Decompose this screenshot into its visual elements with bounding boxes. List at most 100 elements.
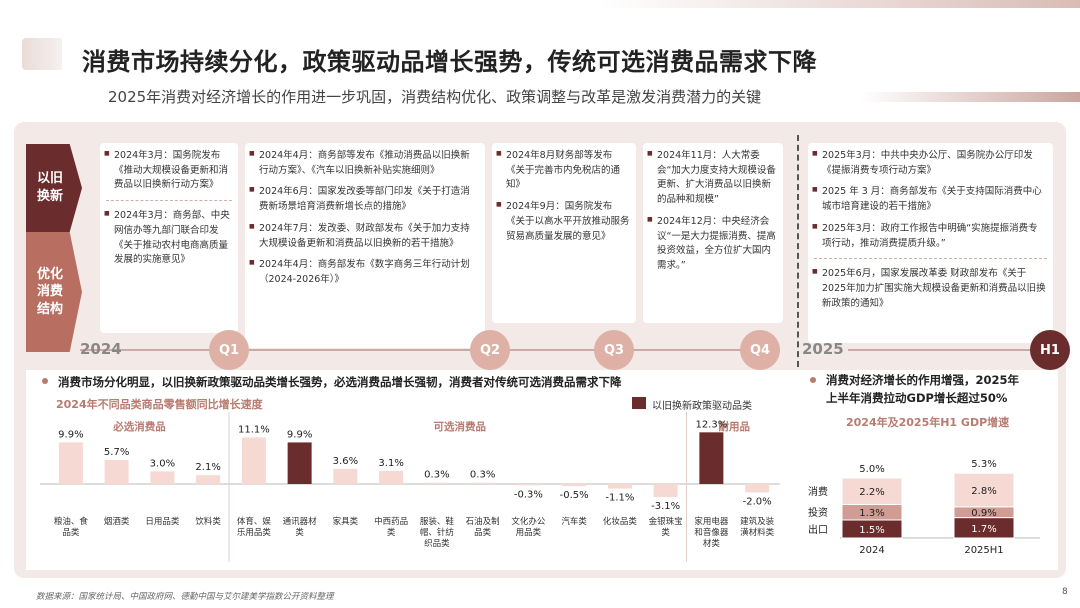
headline-right-1: 消费对经济增长的作用增强，2025年: [826, 373, 1020, 387]
retail-growth-chart: 必选消费品 可选消费品 耐用品 9.9% 粮油、食品类 5.7% 烟酒类 3.0% 日用品类 2.…: [40, 412, 780, 562]
data-label: -0.3%: [514, 489, 543, 500]
series-label: 出口: [808, 523, 828, 536]
policy-item: 2025年6月，国家发展改革委 财政部发布《关于2025年加力扩围实施大规模设备…: [812, 267, 1047, 311]
total-label: 5.3%: [971, 459, 996, 470]
segment-label: 2.8%: [971, 486, 996, 497]
divider: [814, 258, 1047, 260]
bar: [379, 470, 404, 484]
policy-column-q1: 2024年3月：国务院发布《推动大规模设备更新和消费品以旧换新行动方案》 202…: [100, 143, 238, 333]
headline-left: 消费市场分化明显，以旧换新政策驱动品类增长强势，必选消费品增长强韧，消费者对传统…: [58, 375, 622, 389]
policy-item: 2025年3月：政府工作报告中明确“实施提振消费专项行动，推动消费提质升级。”: [812, 222, 1047, 251]
timeline-line: [80, 349, 780, 351]
policy-column-q2-q3: 2024年8月财务部等发布《关于完善市内免税店的通知》 2024年9月：国务院发…: [492, 143, 636, 323]
group-label: 耐用品: [719, 420, 751, 433]
bar: [424, 482, 449, 484]
policy-item: 2025年3月：中共中央办公厅、国务院办公厅印发《提振消费专项行动方案》: [812, 149, 1047, 178]
segment-label: 1.5%: [859, 525, 884, 536]
category-label: 家用电器和音像器材类: [694, 516, 729, 549]
policy-item: 2024年12月：中央经济会议“一是大力提振消费、提高投资效益，全方位扩大国内需…: [647, 215, 777, 274]
segment-label: 1.3%: [859, 508, 884, 519]
category-label: 建筑及装潢材料类: [740, 516, 775, 538]
category-label: 化妆品类: [603, 516, 638, 527]
data-label: 12.3%: [695, 419, 727, 430]
data-label: -1.1%: [605, 493, 634, 504]
legend-label: 以旧换新政策驱动品类: [652, 401, 752, 412]
policy-item: 2025 年 3 月：商务部发布《关于支持国际消费中心城市培育建设的若干措施》: [812, 185, 1047, 214]
page-number: 8: [1062, 587, 1068, 597]
segment-label: 0.9%: [971, 508, 996, 519]
top-gradient-bar: [600, 0, 1080, 8]
policy-item: 2024年7月：发改委、财政部发布《关于加力支持大规模设备更新和消费品以旧换新的…: [249, 222, 479, 251]
bar: [470, 482, 495, 484]
data-label: -2.0%: [743, 496, 772, 507]
left-chart-title: 2024年不同品类商品零售额同比增长速度: [56, 398, 263, 411]
divider: [106, 200, 232, 202]
category-label: 中西药品类: [374, 516, 408, 538]
marker-q1: Q1: [209, 330, 249, 370]
data-label: 3.0%: [150, 458, 175, 469]
data-label: 5.7%: [104, 447, 129, 458]
source-note: 数据来源：国家统计局、中国政府网、德勤中国与艾尔建美学指数公开资料整理: [36, 592, 334, 602]
data-label: 0.3%: [424, 470, 449, 481]
policy-column-q1-q2: 2024年4月：商务部等发布《推动消费品以旧换新行动方案》、《汽车以旧换新补贴实…: [245, 143, 485, 348]
legend-swatch: [632, 397, 646, 409]
data-label: 2.1%: [195, 462, 220, 473]
category-label: 日用品类: [145, 516, 180, 527]
bar: [287, 442, 312, 484]
total-label: 5.0%: [859, 464, 884, 475]
data-label: 9.9%: [58, 429, 83, 440]
page-title: 消费市场持续分化，政策驱动品增长强势，传统可选消费品需求下降: [82, 48, 817, 76]
headline-bullet: [42, 378, 48, 384]
data-label: 9.9%: [287, 429, 312, 440]
series-label: 投资: [808, 506, 828, 519]
series-label: 消费: [808, 485, 828, 498]
bar: [745, 484, 770, 493]
group-label: 必选消费品: [112, 420, 166, 433]
bar: [241, 437, 266, 484]
right-chart-title: 2024年及2025年H1 GDP增速: [846, 416, 1010, 429]
data-label: -3.1%: [651, 501, 680, 512]
policy-item: 2024年4月：商务部发布《数字商务三年行动计划（2024-2026年）》: [249, 258, 479, 287]
data-label: -0.5%: [560, 490, 589, 501]
bar: [150, 471, 175, 484]
bar: [58, 442, 83, 484]
stack-segment: [953, 472, 1015, 508]
year-2025: 2025: [802, 340, 844, 358]
data-label: 11.1%: [238, 424, 270, 435]
policy-item: 2024年8月财务部等发布《关于完善市内免税店的通知》: [496, 149, 630, 193]
year-2024: 2024: [80, 340, 122, 358]
category-label: 粮油、食品类: [54, 516, 89, 538]
policy-item: 2024年4月：商务部等发布《推动消费品以旧换新行动方案》、《汽车以旧换新补贴实…: [249, 149, 479, 178]
category-label: 石油及制品类: [466, 516, 500, 538]
policy-item: 2024年3月：国务院发布《推动大规模设备更新和消费品以旧换新行动方案》: [104, 149, 232, 193]
subtitle-gradient-bar: [860, 92, 1080, 102]
category-label: 家具类: [333, 516, 359, 527]
segment-label: 1.7%: [971, 524, 996, 535]
policy-item: 2024年9月：国务院发布《关于以高水平开放推动服务贸易高质量发展的意见》: [496, 200, 630, 244]
policy-item: 2024年3月：商务部、中央网信办等九部门联合印发《关于推动农村电商高质量发展的…: [104, 209, 232, 268]
bar: [104, 460, 129, 484]
policy-column-q3-q4: 2024年11月：人大常委会“加大力度支持大规模设备更新、扩大消费品以旧换新的品…: [643, 143, 783, 323]
marker-q4: Q4: [740, 330, 780, 370]
page-subtitle: 2025年消费对经济增长的作用进一步巩固，消费结构优化、政策调整与改革是激发消费…: [108, 88, 762, 106]
policy-column-h1: 2025年3月：中共中央办公厅、国务院办公厅印发《提振消费专项行动方案》 202…: [808, 143, 1053, 343]
category-label: 体育、娱乐用品类: [237, 516, 272, 538]
policy-item: 2024年11月：人大常委会“加大力度支持大规模设备更新、扩大消费品以旧换新的品…: [647, 149, 777, 208]
bar: [516, 484, 541, 486]
bar: [333, 468, 358, 484]
label-trade-in: 以旧 换新: [26, 144, 82, 232]
category-label: 2024: [859, 545, 884, 556]
bar: [562, 484, 587, 487]
label-optimize-text: 优化 消费 结构: [36, 266, 63, 317]
stack-segment: [841, 477, 903, 505]
bar: [699, 432, 724, 484]
marker-q2: Q2: [470, 330, 510, 370]
label-optimize-structure: 优化 消费 结构: [26, 232, 82, 352]
category-label: 金银珠宝类: [649, 516, 683, 538]
group-label: 可选消费品: [434, 420, 487, 433]
category-label: 烟酒类: [104, 516, 130, 527]
bar: [607, 484, 632, 489]
marker-q3: Q3: [594, 330, 634, 370]
category-label: 饮料类: [195, 516, 221, 527]
category-label: 服装、鞋帽、针纺织品类: [420, 516, 455, 549]
